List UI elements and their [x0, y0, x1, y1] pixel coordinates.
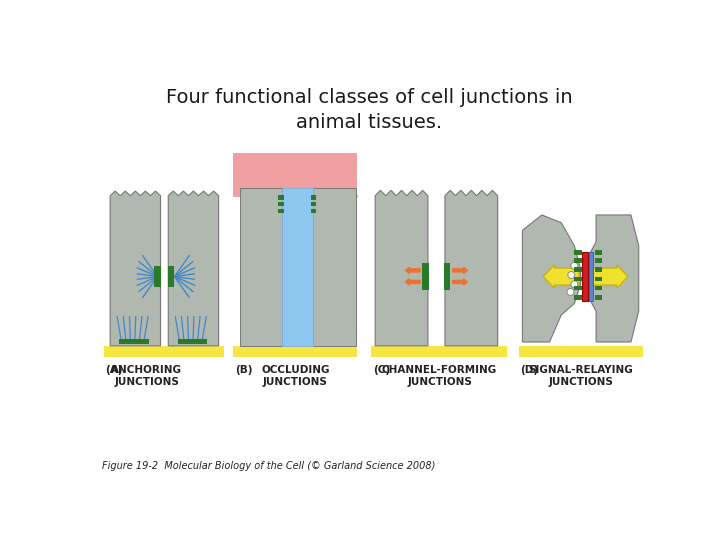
Bar: [279, 202, 284, 206]
Bar: [120, 339, 149, 345]
Text: (A): (A): [106, 365, 123, 375]
Bar: [233, 153, 357, 195]
Bar: [582, 252, 588, 301]
Text: (C): (C): [373, 365, 390, 375]
FancyArrow shape: [405, 267, 420, 273]
Polygon shape: [445, 190, 498, 346]
Bar: [575, 251, 582, 255]
Bar: [575, 286, 582, 291]
Bar: [240, 188, 282, 346]
Bar: [423, 262, 428, 291]
Circle shape: [567, 288, 574, 295]
FancyArrow shape: [453, 267, 467, 273]
Polygon shape: [590, 215, 639, 342]
Text: Four functional classes of cell junctions in
animal tissues.: Four functional classes of cell junction…: [166, 88, 572, 132]
Bar: [444, 262, 451, 291]
Bar: [595, 251, 602, 255]
Bar: [595, 295, 602, 300]
Bar: [154, 266, 161, 287]
Circle shape: [571, 281, 578, 288]
Bar: [575, 258, 582, 262]
Bar: [282, 188, 313, 346]
FancyArrow shape: [405, 279, 420, 285]
Text: OCCLUDING
JUNCTIONS: OCCLUDING JUNCTIONS: [261, 365, 330, 387]
Bar: [575, 267, 582, 272]
Polygon shape: [375, 190, 428, 346]
Bar: [168, 266, 174, 287]
Bar: [311, 195, 316, 200]
Bar: [575, 276, 582, 281]
Bar: [595, 286, 602, 291]
Bar: [575, 295, 582, 300]
Bar: [279, 195, 284, 200]
FancyArrow shape: [453, 279, 467, 285]
Text: SIGNAL-RELAYING
JUNCTIONS: SIGNAL-RELAYING JUNCTIONS: [528, 365, 633, 387]
Text: ANCHORING
JUNCTIONS: ANCHORING JUNCTIONS: [111, 365, 182, 387]
Polygon shape: [110, 191, 161, 346]
Polygon shape: [523, 215, 580, 342]
Bar: [595, 258, 602, 262]
Bar: [595, 267, 602, 272]
Bar: [313, 188, 356, 346]
Bar: [233, 346, 357, 356]
Circle shape: [568, 272, 575, 279]
Bar: [372, 346, 507, 356]
FancyArrow shape: [593, 265, 628, 288]
Bar: [279, 209, 284, 213]
Bar: [311, 209, 316, 213]
Text: CHANNEL-FORMING
JUNCTIONS: CHANNEL-FORMING JUNCTIONS: [382, 365, 497, 387]
Bar: [104, 346, 224, 356]
Circle shape: [571, 262, 578, 269]
Bar: [595, 276, 602, 281]
Text: (B): (B): [235, 365, 253, 375]
Text: (D): (D): [520, 365, 539, 375]
FancyArrow shape: [544, 265, 579, 288]
Bar: [178, 339, 207, 345]
Polygon shape: [168, 191, 219, 346]
Text: Figure 19-2  Molecular Biology of the Cell (© Garland Science 2008): Figure 19-2 Molecular Biology of the Cel…: [102, 461, 435, 471]
Bar: [311, 202, 316, 206]
Bar: [518, 346, 642, 356]
Bar: [589, 252, 593, 301]
